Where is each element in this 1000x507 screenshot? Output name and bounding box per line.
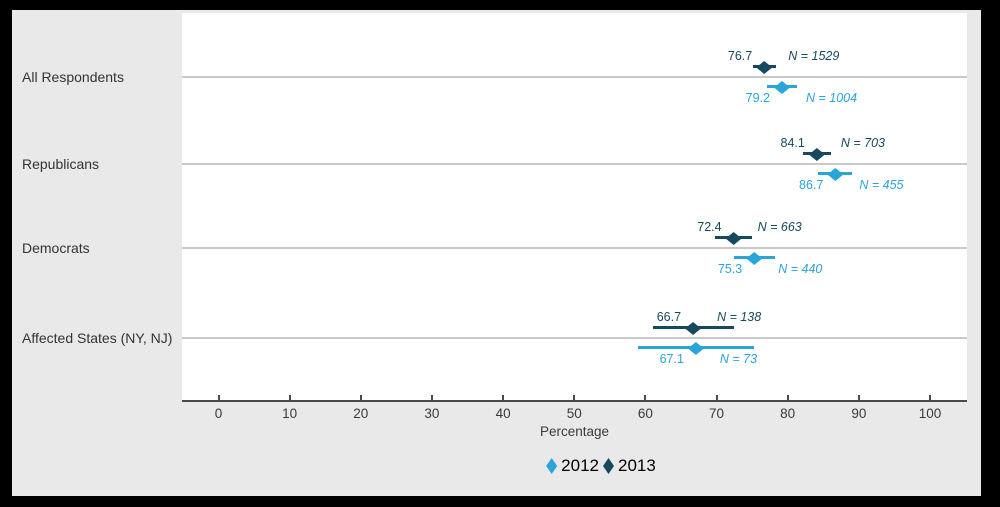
x-axis-tick-label: 30: [424, 406, 440, 421]
sample-size-label-2012: N = 1004: [806, 91, 858, 105]
legend-item-2012: 2012: [546, 456, 599, 476]
data-point-2013: [685, 322, 702, 335]
data-point-2012: [827, 168, 844, 181]
sample-size-label-2013: N = 663: [757, 220, 802, 234]
value-label-2012: 86.7: [799, 178, 824, 192]
x-axis-title: Percentage: [539, 424, 610, 439]
value-label-2013: 84.1: [780, 136, 805, 150]
x-axis-tick: [644, 395, 647, 400]
x-axis-tick: [430, 395, 433, 400]
data-point-2013: [756, 61, 773, 74]
x-axis-tick: [502, 395, 505, 400]
x-axis-tick-label: 80: [780, 406, 796, 421]
sample-size-label-2013: N = 1529: [788, 49, 840, 63]
sample-size-label-2013: N = 138: [717, 310, 762, 324]
value-label-2013: 72.4: [697, 220, 722, 234]
data-point-2012: [687, 342, 704, 355]
sample-size-label-2013: N = 703: [840, 136, 885, 150]
x-axis-tick-label: 60: [637, 406, 653, 421]
x-axis-tick-label: 20: [353, 406, 369, 421]
category-label: Republicans: [22, 156, 100, 172]
legend-item-2013: 2013: [603, 456, 656, 476]
value-label-2012: 79.2: [745, 91, 770, 105]
x-axis-tick: [715, 395, 718, 400]
data-point-2013: [808, 148, 825, 161]
diamond-icon-2012: [546, 458, 558, 474]
legend-label-2012: 2012: [561, 456, 599, 475]
sample-size-label-2012: N = 455: [859, 178, 904, 192]
x-axis-tick: [217, 395, 220, 400]
legend: 2012 2013: [223, 456, 979, 476]
data-point-2012: [746, 252, 763, 265]
category-gridline: [182, 337, 967, 339]
x-axis-tick-label: 90: [851, 406, 867, 421]
plot-area: 76.7 N = 1529 79.2 N = 1004 84.1 N = 703 86.7 N…: [182, 13, 967, 402]
legend-label-2013: 2013: [618, 456, 656, 475]
category-gridline: [182, 247, 967, 249]
value-label-2013: 66.7: [656, 310, 682, 324]
category-label: Democrats: [22, 240, 90, 256]
diamond-icon-2013: [603, 458, 614, 474]
x-axis-tick: [359, 395, 362, 400]
category-gridline: [182, 76, 967, 78]
value-label-2013: 76.7: [727, 49, 753, 63]
category-gridline: [182, 163, 967, 165]
x-axis-tick-label: 100: [918, 406, 942, 421]
x-axis-tick-label: 40: [495, 406, 511, 421]
value-label-2012: 67.1: [659, 352, 684, 366]
sample-size-label-2012: N = 440: [778, 262, 823, 276]
x-axis-tick: [929, 395, 931, 400]
x-axis-tick: [786, 395, 789, 400]
x-axis-tick-label: 0: [214, 406, 223, 421]
x-axis-tick-label: 10: [282, 406, 298, 421]
x-axis-tick: [288, 395, 291, 400]
x-axis-tick: [857, 395, 860, 400]
category-label: All Respondents: [22, 69, 124, 85]
x-axis-tick-label: 70: [709, 406, 725, 421]
x-axis-tick: [573, 395, 576, 400]
value-label-2012: 75.3: [717, 262, 743, 276]
category-label: Affected States (NY, NJ): [22, 330, 173, 346]
sample-size-label-2012: N = 73: [719, 352, 758, 366]
x-axis-tick-label: 50: [566, 406, 582, 421]
data-point-2012: [774, 81, 790, 94]
chart-panel: 76.7 N = 1529 79.2 N = 1004 84.1 N = 703 86.7 N…: [12, 10, 981, 496]
data-point-2013: [725, 232, 742, 245]
